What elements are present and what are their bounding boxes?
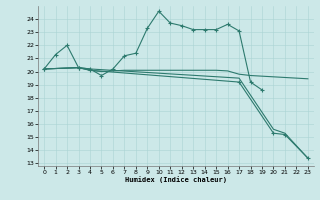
- X-axis label: Humidex (Indice chaleur): Humidex (Indice chaleur): [125, 177, 227, 183]
